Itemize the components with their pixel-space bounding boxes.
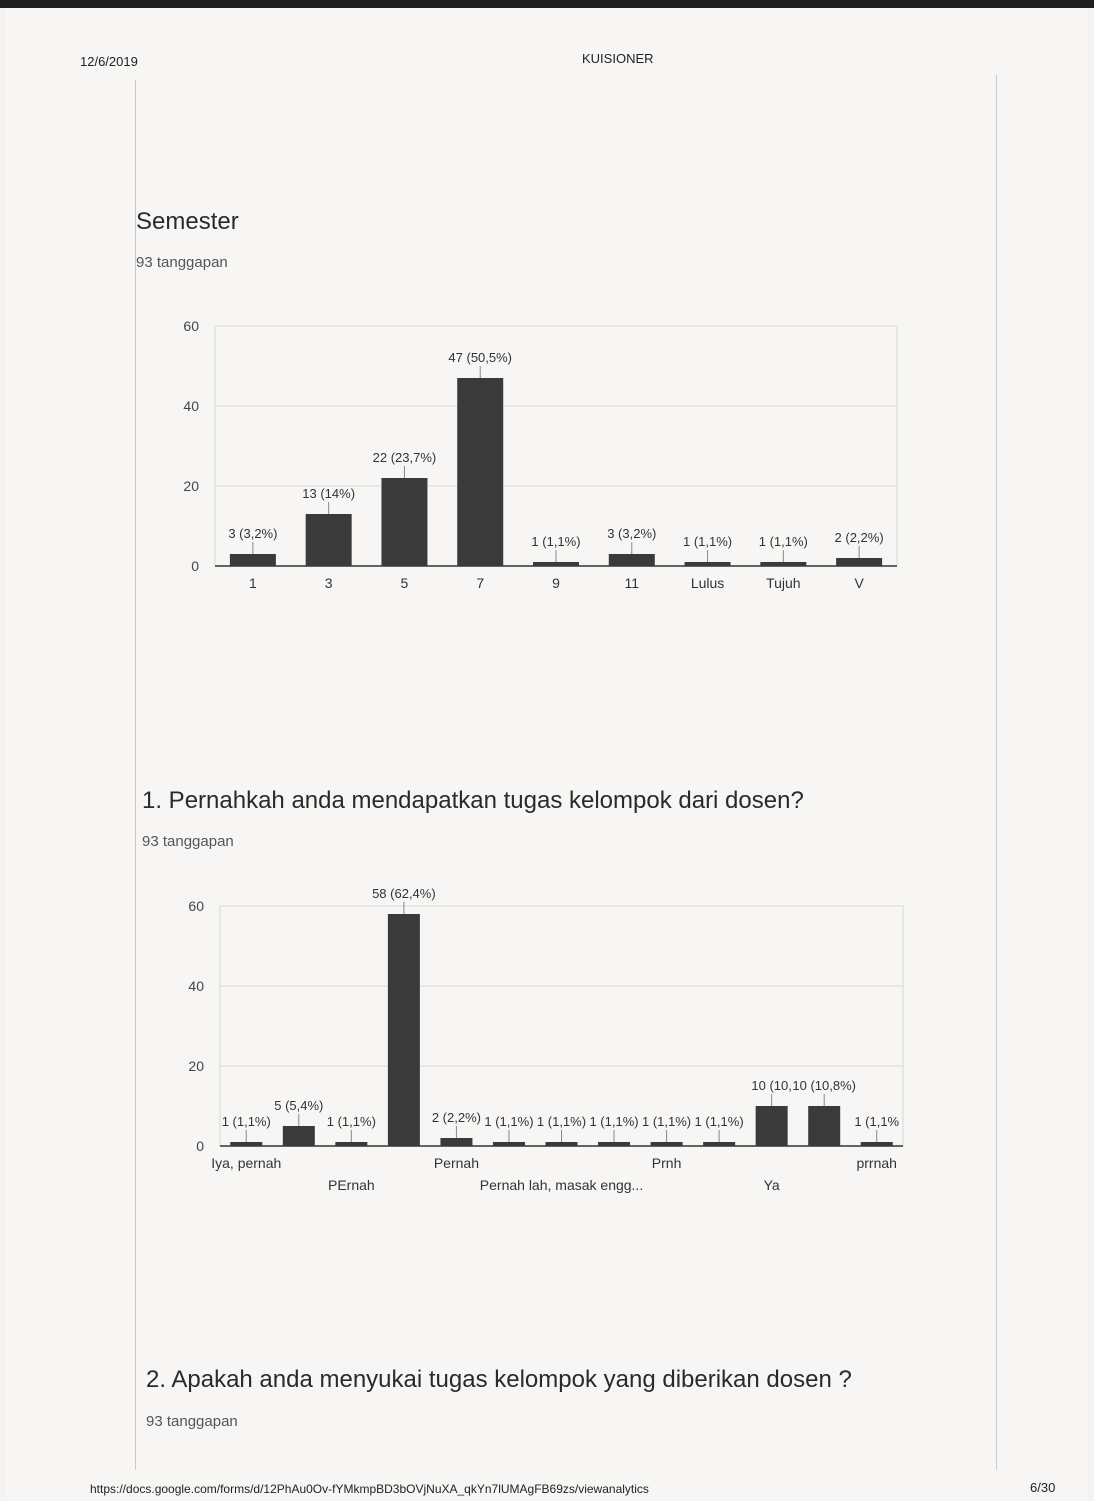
section-title-semester: Semester — [136, 208, 239, 235]
q1-y-tick-label: 40 — [188, 978, 204, 994]
q1-bar — [545, 1142, 578, 1146]
scan-top-edge — [0, 0, 1094, 8]
q1-category-label: prrnah — [856, 1155, 896, 1171]
q1-data-label: 1 (1,1%) — [589, 1114, 638, 1129]
semester-y-tick-label: 0 — [191, 558, 199, 574]
section-responses-q2: 93 tanggapan — [146, 1413, 238, 1430]
q1-bar — [230, 1142, 263, 1146]
q1-data-label: 1 (1,1%) — [642, 1114, 691, 1129]
q1-y-tick-label: 20 — [188, 1058, 204, 1074]
section-responses-q1: 93 tanggapan — [142, 833, 234, 850]
semester-category-label: 7 — [476, 575, 484, 591]
q1-category-label: Ya — [764, 1177, 780, 1193]
semester-bar — [533, 562, 579, 566]
right-margin-line — [996, 75, 997, 1470]
paper-page — [6, 8, 1088, 1501]
semester-bar — [305, 514, 352, 566]
section-title-q1: 1. Pernahkah anda mendapatkan tugas kelo… — [142, 787, 804, 814]
semester-data-label: 47 (50,5%) — [448, 350, 512, 365]
q1-category-label: Pernah lah, masak engg... — [480, 1177, 643, 1193]
semester-data-label: 13 (14%) — [302, 486, 355, 501]
q1-bar — [598, 1142, 631, 1146]
semester-y-tick-label: 40 — [183, 398, 199, 414]
section-responses-semester: 93 tanggapan — [136, 254, 228, 271]
semester-category-label: 9 — [552, 575, 560, 591]
semester-category-label: 5 — [401, 575, 409, 591]
semester-category-label: Lulus — [691, 575, 724, 591]
q1-data-label: 1 (1,1% — [854, 1114, 899, 1129]
semester-bar — [608, 554, 655, 566]
section-title-q2: 2. Apakah anda menyukai tugas kelompok y… — [146, 1366, 852, 1393]
semester-data-label: 1 (1,1%) — [683, 534, 732, 549]
q1-bar — [440, 1138, 473, 1146]
semester-bar-chart: 0 20 40 60 3 (3,2%) 1 13 (14%) 3 22 (23,7%) 5 47 (… — [183, 318, 898, 591]
q1-data-label: 10 (10,8%) — [792, 1078, 856, 1093]
q1-bar — [860, 1142, 893, 1146]
q1-bar — [335, 1142, 368, 1146]
semester-category-label: 1 — [249, 575, 257, 591]
semester-data-label: 1 (1,1%) — [759, 534, 808, 549]
q1-data-label: 1 (1,1%) — [484, 1114, 533, 1129]
semester-category-label: 3 — [325, 575, 333, 591]
q1-bar — [755, 1106, 788, 1146]
semester-y-tick-label: 60 — [183, 318, 199, 334]
semester-data-label: 22 (23,7%) — [373, 450, 437, 465]
q1-bar — [387, 914, 420, 1146]
semester-y-tick-label: 20 — [183, 478, 199, 494]
header-date: 12/6/2019 — [80, 54, 138, 69]
q1-data-label: 10 (10, — [751, 1078, 791, 1093]
semester-bar — [760, 562, 807, 566]
left-margin-line — [135, 80, 136, 1470]
semester-data-label: 1 (1,1%) — [531, 534, 580, 549]
q1-y-tick-label: 0 — [196, 1138, 204, 1154]
semester-data-label: 3 (3,2%) — [607, 526, 656, 541]
semester-category-label: Tujuh — [766, 575, 801, 591]
q1-data-label: 58 (62,4%) — [372, 886, 436, 901]
q1-category-label: Iya, pernah — [211, 1155, 281, 1171]
semester-bar — [229, 554, 276, 566]
semester-data-label: 2 (2,2%) — [835, 530, 884, 545]
q1-data-label: 5 (5,4%) — [274, 1098, 323, 1113]
semester-category-label: 11 — [625, 575, 640, 591]
q1-bar — [492, 1142, 525, 1146]
footer-url: https://docs.google.com/forms/d/12PhAu0O… — [90, 1482, 649, 1496]
q1-y-tick-label: 60 — [188, 898, 204, 914]
semester-bar — [836, 558, 883, 566]
q1-category-label: Pernah — [434, 1155, 479, 1171]
q1-bar — [282, 1126, 315, 1146]
q1-data-label: 1 (1,1%) — [222, 1114, 271, 1129]
q1-category-label: PErnah — [328, 1177, 375, 1193]
header-title: KUISIONER — [582, 51, 654, 66]
q1-category-label: Prnh — [652, 1155, 682, 1171]
semester-data-label: 3 (3,2%) — [228, 526, 277, 541]
q1-bar — [808, 1106, 841, 1146]
q1-data-label: 2 (2,2%) — [432, 1110, 481, 1125]
q1-bar — [703, 1142, 736, 1146]
q1-data-label: 1 (1,1%) — [537, 1114, 586, 1129]
footer-page-number: 6/30 — [1030, 1480, 1056, 1495]
semester-bar — [457, 378, 504, 566]
semester-bar — [684, 562, 731, 566]
q1-bar — [650, 1142, 683, 1146]
q1-data-label: 1 (1,1%) — [695, 1114, 744, 1129]
semester-bar — [381, 478, 428, 566]
q1-data-label: 1 (1,1%) — [327, 1114, 376, 1129]
semester-category-label: V — [854, 575, 864, 591]
